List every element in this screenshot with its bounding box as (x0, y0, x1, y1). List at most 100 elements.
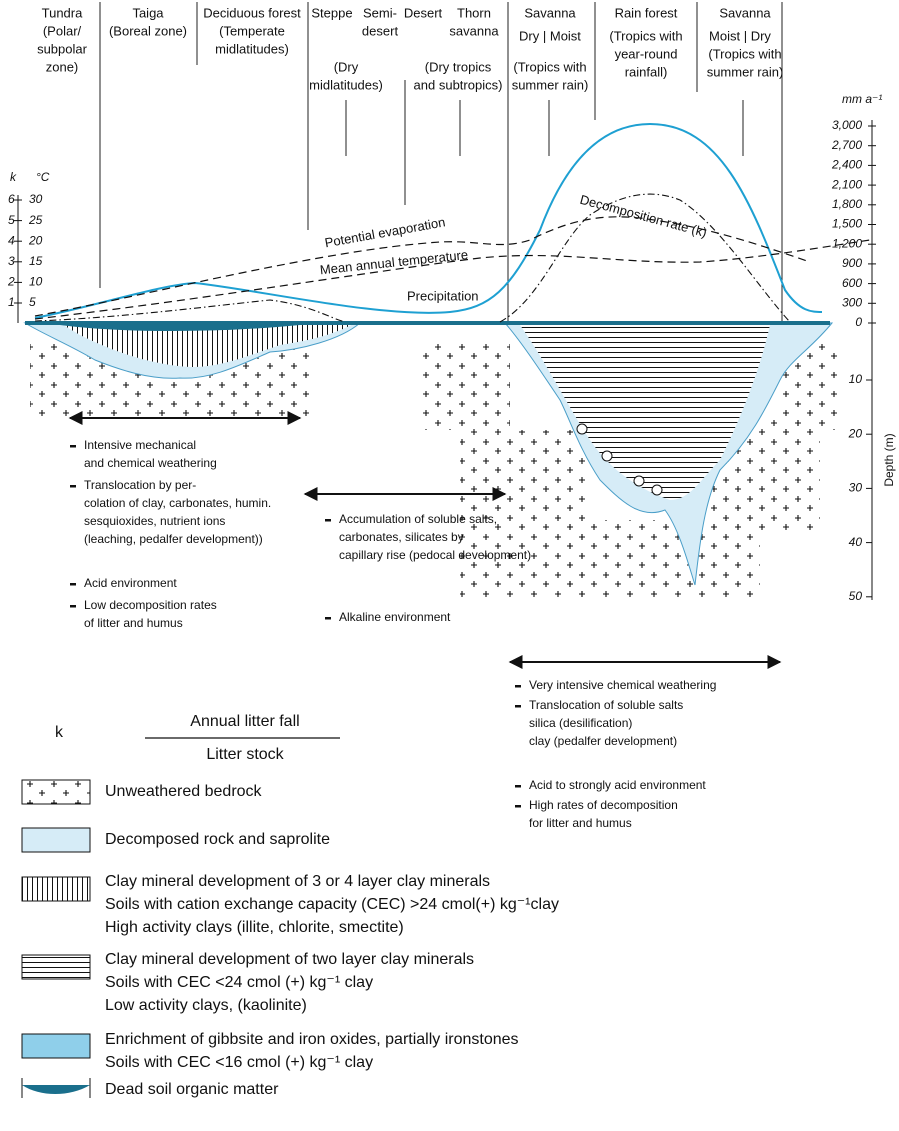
note-text: sesquioxides, nutrient ions (84, 514, 225, 528)
zone-label: (Boreal zone) (109, 23, 187, 38)
zone-label: Thorn (457, 5, 491, 20)
k-tick-label: 5 (8, 213, 15, 227)
curve-label: Precipitation (407, 288, 479, 303)
zone-label: Desert (404, 5, 443, 20)
curve-label: Potential evaporation (324, 214, 447, 250)
k-tick-label: 6 (8, 192, 15, 206)
axis-label: °C (36, 170, 50, 184)
temp-tick-label: 10 (29, 275, 43, 289)
note-text: High rates of decomposition (529, 798, 678, 812)
legend-text: Decomposed rock and saprolite (105, 831, 330, 848)
zone-label: Deciduous forest (203, 5, 301, 20)
bullet (515, 805, 521, 808)
bullet (70, 583, 76, 586)
legend-k: k (55, 724, 64, 741)
legend-text: Low activity clays, (kaolinite) (105, 997, 307, 1014)
legend-text: Clay mineral development of two layer cl… (105, 951, 474, 968)
precip-tick-label: 0 (855, 315, 862, 329)
curve-label: Decomposition rate (k) (578, 192, 708, 240)
precip-tick-label: 600 (842, 276, 862, 290)
note-text: (leaching, pedalfer development)) (84, 532, 263, 546)
zone-label: Moist | Dry (709, 28, 771, 43)
zone-label: summer rain) (512, 77, 589, 92)
zone-label: Dry | Moist (519, 28, 581, 43)
legend-text: High activity clays (illite, chlorite, s… (105, 919, 404, 936)
legend-text: Dead soil organic matter (105, 1081, 279, 1098)
zone-label: Savanna (524, 5, 576, 20)
precip-tick-label: 1,200 (832, 236, 862, 250)
legend-text: Enrichment of gibbsite and iron oxides, … (105, 1031, 519, 1048)
k-tick-label: 1 (8, 295, 15, 309)
zone-label: Steppe (311, 5, 352, 20)
note-text: and chemical weathering (84, 456, 217, 470)
zone-label: Tundra (42, 5, 83, 20)
curve-label: Mean annual temperature (319, 247, 469, 277)
zone-label: (Polar/ (43, 23, 82, 38)
zone-label: midlatitudes) (215, 41, 289, 56)
zone-label: rainfall) (625, 64, 668, 79)
legend-text: Unweathered bedrock (105, 783, 263, 800)
k-tick-label: 4 (8, 233, 15, 247)
temp-tick-label: 15 (29, 254, 43, 268)
note-text: Accumulation of soluble salts, (339, 512, 497, 526)
depth-tick-label: 30 (849, 481, 863, 495)
note-text: Very intensive chemical weathering (529, 678, 716, 692)
zone-label: Rain forest (615, 5, 678, 20)
axis-label: Depth (m) (882, 433, 896, 486)
note-text: colation of clay, carbonates, humin. (84, 496, 271, 510)
zone-separators (100, 2, 782, 325)
precip-tick-label: 300 (842, 295, 862, 309)
zone-label: (Dry tropics (425, 59, 492, 74)
note-text: for litter and humus (529, 816, 632, 830)
zone-label: summer rain) (707, 64, 784, 79)
zone-label: desert (362, 23, 399, 38)
temp-tick-label: 25 (28, 213, 43, 227)
climate-curves: Potential evaporation Mean annual temper… (35, 124, 870, 322)
depth-tick-label: 20 (848, 426, 863, 440)
depth-tick-label: 10 (849, 372, 863, 386)
legend-text: Soils with CEC <16 cmol (+) kg⁻¹ clay (105, 1054, 373, 1071)
zone-label: Taiga (132, 5, 164, 20)
temp-tick-label: 30 (29, 192, 43, 206)
depth-tick-label: 50 (849, 589, 863, 603)
note-text: Intensive mechanical (84, 438, 196, 452)
zone-label: (Temperate (219, 23, 285, 38)
soil-zone-diagram: Tundra (Polar/ subpolar zone) Taiga (Bor… (0, 0, 899, 1131)
note-text: Translocation by per- (84, 478, 196, 492)
bullet (70, 605, 76, 608)
k-tick-label: 3 (8, 254, 15, 268)
legend: k Annual litter fall Litter stock Unweat… (22, 713, 559, 1098)
precip-tick-label: 1,500 (832, 217, 862, 231)
precip-tick-label: 2,700 (831, 138, 862, 152)
precip-tick-label: 2,100 (831, 177, 862, 191)
precip-tick-label: 2,400 (831, 158, 862, 172)
zone-label: zone) (46, 59, 79, 74)
zone-label: Savanna (719, 5, 771, 20)
zone-label: subpolar (37, 41, 88, 56)
soil-profile (20, 321, 845, 620)
temp-tick-label: 20 (28, 233, 43, 247)
bullet (325, 617, 331, 620)
k-tick-label: 2 (7, 275, 15, 289)
note-text: Acid to strongly acid environment (529, 778, 706, 792)
zone-label: (Tropics with (513, 59, 586, 74)
legend-numerator: Annual litter fall (190, 713, 299, 730)
axis-label: k (10, 170, 17, 184)
legend-denominator: Litter stock (206, 746, 284, 763)
temp-tick-label: 5 (29, 295, 36, 309)
bullet (70, 445, 76, 448)
zone-label: and subtropics) (414, 77, 503, 92)
precip-tick-label: 900 (842, 256, 862, 270)
note-text: carbonates, silicates by (339, 530, 464, 544)
zone-headers: Tundra (Polar/ subpolar zone) Taiga (Bor… (37, 5, 783, 92)
zone-label: savanna (449, 23, 499, 38)
note-text: Acid environment (84, 576, 177, 590)
zone-label: Semi- (363, 5, 397, 20)
zone-label: year-round (615, 46, 678, 61)
zone-label: (Tropics with (708, 46, 781, 61)
axis-label: mm a⁻¹ (842, 92, 882, 106)
bullet (515, 685, 521, 688)
zone-label: midlatitudes) (309, 77, 383, 92)
bullet (515, 705, 521, 708)
legend-text: Soils with cation exchange capacity (CEC… (105, 896, 559, 913)
